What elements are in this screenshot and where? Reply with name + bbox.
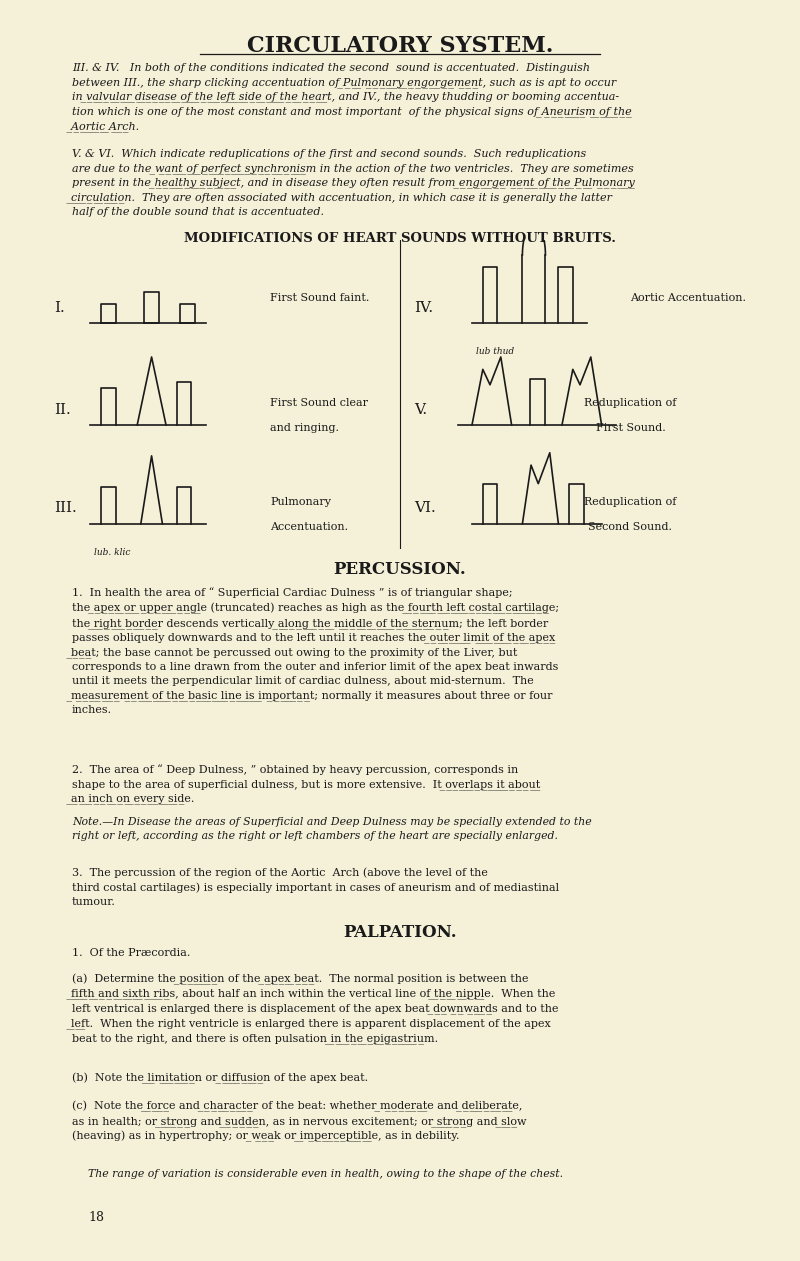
Text: (c)  Note the ̲f̲o̲r̲c̲e and ̲c̲h̲a̲r̲a̲c̲t̲e̲r of the beat: whether ̲m̲o̲d̲e̲r̲: (c) Note the ̲f̲o̲r̲c̲e and ̲c̲h̲a̲r̲a̲c… (72, 1101, 526, 1142)
Text: Second Sound.: Second Sound. (588, 522, 672, 532)
Text: VI.: VI. (414, 502, 436, 516)
Text: (b)  Note the ̲l̲i̲m̲i̲t̲a̲t̲i̲o̲n or ̲d̲i̲f̲f̲u̲s̲i̲o̲n of the apex beat.: (b) Note the ̲l̲i̲m̲i̲t̲a̲t̲i̲o̲n or ̲d̲… (72, 1073, 368, 1084)
Text: 1.  Of the Præcordia.: 1. Of the Præcordia. (72, 948, 190, 958)
Text: PALPATION.: PALPATION. (343, 924, 457, 941)
Text: First Sound.: First Sound. (595, 422, 666, 433)
Text: The range of variation is considerable even in health, owing to the shape of the: The range of variation is considerable e… (88, 1169, 563, 1179)
Text: and ringing.: and ringing. (270, 422, 339, 433)
Text: III.: III. (54, 502, 77, 516)
Text: PERCUSSION.: PERCUSSION. (334, 561, 466, 578)
Text: First Sound clear: First Sound clear (270, 398, 368, 409)
Text: MODIFICATIONS OF HEART SOUNDS WITHOUT BRUITS.: MODIFICATIONS OF HEART SOUNDS WITHOUT BR… (184, 232, 616, 245)
Text: Reduplication of: Reduplication of (584, 497, 677, 507)
Text: Note.—In Disease the areas of Superficial and Deep Dulness may be specially exte: Note.—In Disease the areas of Superficia… (72, 817, 592, 841)
Text: Reduplication of: Reduplication of (584, 398, 677, 409)
Text: V.: V. (414, 402, 427, 416)
Text: III. & IV.   In both of the conditions indicated the second  sound is accentuate: III. & IV. In both of the conditions ind… (72, 63, 632, 132)
Text: II.: II. (54, 402, 71, 416)
Text: IV.: IV. (414, 300, 434, 314)
Text: CIRCULATORY SYSTEM.: CIRCULATORY SYSTEM. (247, 35, 553, 57)
Text: V. & VI.  Which indicate reduplications of the first and second sounds.  Such re: V. & VI. Which indicate reduplications o… (72, 149, 634, 217)
Text: lub thud: lub thud (475, 347, 514, 356)
Text: 18: 18 (88, 1211, 104, 1223)
Text: 1.  In health the area of “ Superficial Cardiac Dulness ” is of triangular shape: 1. In health the area of “ Superficial C… (72, 588, 559, 715)
Text: 2.  The area of “ Deep Dulness, ” obtained by heavy percussion, corresponds in
s: 2. The area of “ Deep Dulness, ” obtaine… (72, 764, 540, 805)
Text: (a)  Determine the ̲p̲o̲s̲i̲t̲i̲o̲n of the ̲a̲p̲e̲x̲ ̲b̲e̲a̲t.  The normal posit: (a) Determine the ̲p̲o̲s̲i̲t̲i̲o̲n of th… (72, 973, 558, 1044)
Text: First Sound faint.: First Sound faint. (270, 294, 370, 304)
Text: Aortic Accentuation.: Aortic Accentuation. (630, 294, 746, 304)
Text: lub. klic: lub. klic (94, 547, 130, 556)
Text: Accentuation.: Accentuation. (270, 522, 349, 532)
Text: Pulmonary: Pulmonary (270, 497, 331, 507)
Text: 3.  The percussion of the region of the Aortic  Arch (above the level of the
thi: 3. The percussion of the region of the A… (72, 868, 559, 907)
Text: I.: I. (54, 300, 65, 314)
